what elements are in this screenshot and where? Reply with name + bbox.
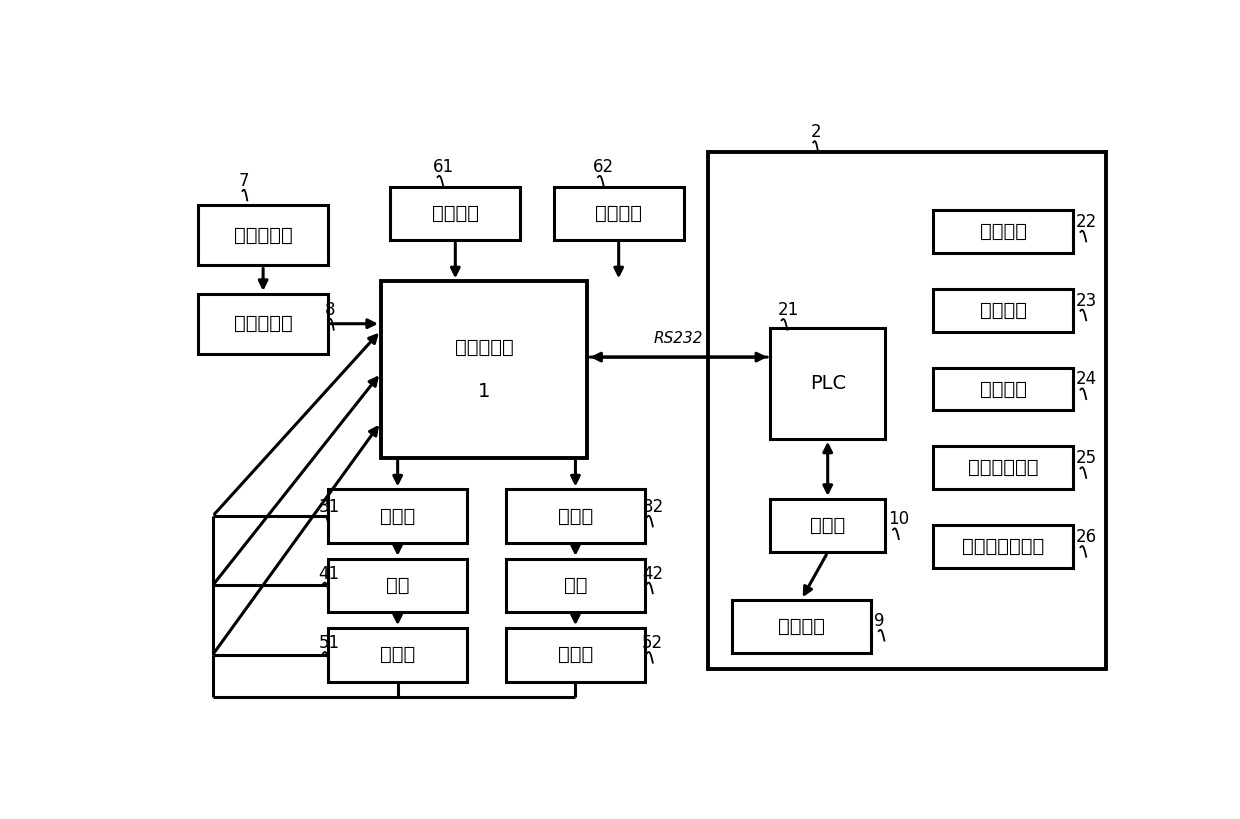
Text: 2: 2	[811, 123, 821, 141]
FancyBboxPatch shape	[506, 628, 645, 681]
Text: 41: 41	[319, 564, 340, 582]
Text: 称重传感器: 称重传感器	[233, 226, 293, 245]
Text: PLC: PLC	[810, 374, 846, 393]
Text: 编码器: 编码器	[558, 645, 593, 664]
FancyBboxPatch shape	[708, 152, 1106, 669]
FancyBboxPatch shape	[934, 210, 1073, 253]
Text: 控制电路板

1: 控制电路板 1	[455, 338, 513, 401]
Text: 驱动器: 驱动器	[558, 507, 593, 526]
FancyBboxPatch shape	[327, 559, 467, 613]
FancyBboxPatch shape	[506, 489, 645, 543]
Text: 磨料喷枪: 磨料喷枪	[777, 617, 825, 636]
FancyBboxPatch shape	[934, 446, 1073, 489]
Text: 61: 61	[433, 158, 454, 176]
Text: 编码器: 编码器	[379, 645, 415, 664]
Text: 24: 24	[1075, 370, 1096, 388]
FancyBboxPatch shape	[934, 368, 1073, 410]
Text: 紧急制动: 紧急制动	[980, 222, 1027, 241]
FancyBboxPatch shape	[198, 206, 327, 265]
Text: 7: 7	[238, 172, 249, 190]
Text: 9: 9	[874, 612, 884, 630]
Text: 机器人工件控制: 机器人工件控制	[962, 537, 1044, 556]
Text: 阻力设置: 阻力设置	[980, 301, 1027, 319]
Text: 机器人: 机器人	[810, 516, 846, 535]
FancyBboxPatch shape	[770, 499, 885, 552]
Text: 31: 31	[319, 498, 340, 516]
Text: 驱动器: 驱动器	[379, 507, 415, 526]
FancyBboxPatch shape	[381, 281, 588, 458]
Text: 21: 21	[777, 301, 799, 319]
Text: 马达: 马达	[564, 576, 588, 595]
Text: 8: 8	[325, 301, 336, 319]
Text: 磨料喷枪设置: 磨料喷枪设置	[968, 459, 1038, 477]
FancyBboxPatch shape	[327, 628, 467, 681]
Text: 52: 52	[642, 634, 663, 652]
FancyBboxPatch shape	[770, 328, 885, 439]
FancyBboxPatch shape	[198, 294, 327, 354]
FancyBboxPatch shape	[554, 187, 683, 240]
Text: 转速设置: 转速设置	[980, 379, 1027, 399]
Text: 23: 23	[1075, 292, 1097, 310]
Text: 限位开关: 限位开关	[432, 204, 479, 223]
Text: 51: 51	[319, 634, 340, 652]
Text: 限位开关: 限位开关	[595, 204, 642, 223]
Text: 马达: 马达	[386, 576, 409, 595]
Text: 信号放大器: 信号放大器	[233, 314, 293, 333]
Text: 62: 62	[593, 158, 614, 176]
FancyBboxPatch shape	[732, 600, 870, 654]
Text: 25: 25	[1075, 449, 1096, 467]
Text: 26: 26	[1075, 528, 1096, 546]
Text: 22: 22	[1075, 213, 1097, 231]
FancyBboxPatch shape	[506, 559, 645, 613]
FancyBboxPatch shape	[934, 289, 1073, 332]
FancyBboxPatch shape	[391, 187, 521, 240]
FancyBboxPatch shape	[327, 489, 467, 543]
FancyBboxPatch shape	[934, 525, 1073, 568]
Text: 42: 42	[642, 564, 663, 582]
Text: 10: 10	[888, 510, 909, 528]
Text: RS232: RS232	[653, 331, 703, 346]
Text: 32: 32	[642, 498, 663, 516]
